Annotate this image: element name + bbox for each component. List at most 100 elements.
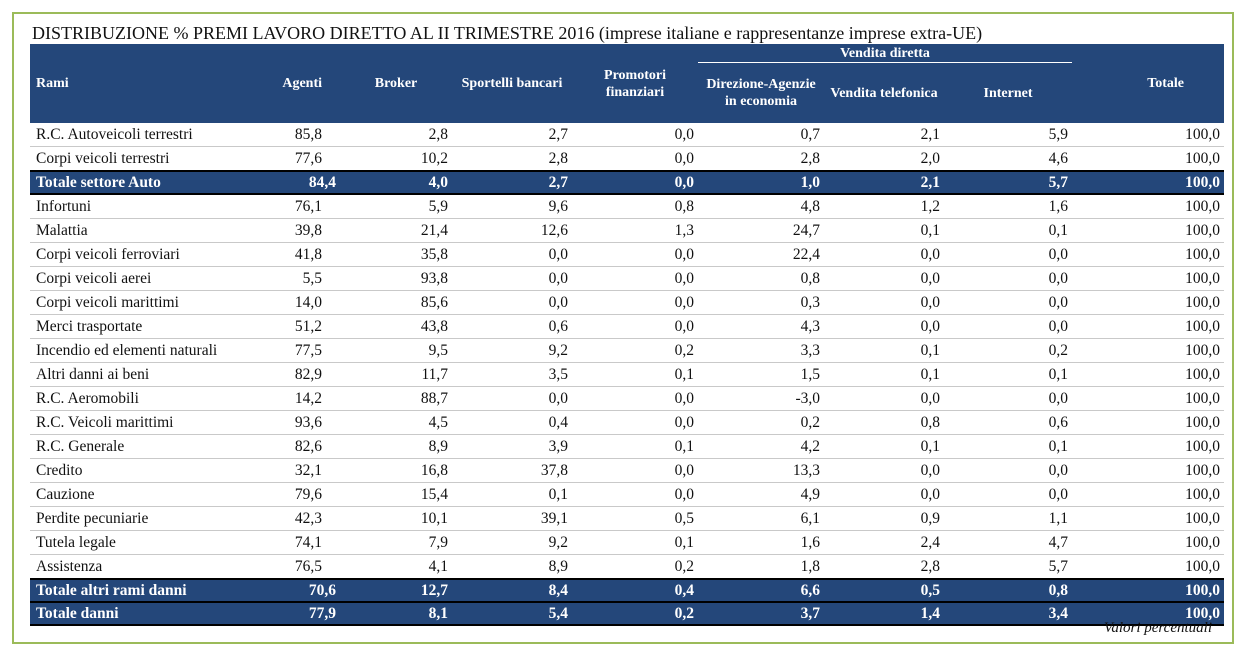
cell-value: 0,2 bbox=[572, 554, 698, 580]
row-label: Infortuni bbox=[30, 194, 250, 219]
row-label: R.C. Aeromobili bbox=[30, 386, 250, 411]
footnote: Valori percentuali bbox=[1103, 620, 1212, 636]
cell-value: 0,7 bbox=[698, 123, 824, 147]
cell-value: 100,0 bbox=[1072, 410, 1225, 435]
cell-value: 85,6 bbox=[340, 290, 452, 315]
cell-value: 0,0 bbox=[944, 386, 1073, 411]
cell-value: 0,8 bbox=[572, 194, 698, 219]
cell-value: 100,0 bbox=[1072, 482, 1225, 507]
table-row: Tutela legale 74,1 7,9 9,2 0,1 1,6 2,4 4,7 100,0 bbox=[30, 530, 1225, 555]
col-header-sportelli: Sportelli bancari bbox=[452, 44, 572, 123]
table-total-row: Totale danni 77,9 8,1 5,4 0,2 3,7 1,4 3,4 100,0 bbox=[30, 601, 1225, 626]
col-header-broker: Broker bbox=[340, 44, 452, 123]
table-frame: DISTRIBUZIONE % PREMI LAVORO DIRETTO AL … bbox=[12, 12, 1234, 644]
cell-value: 1,6 bbox=[944, 194, 1073, 219]
row-label: Cauzione bbox=[30, 482, 250, 507]
cell-value: 1,8 bbox=[698, 554, 824, 580]
cell-value: 2,7 bbox=[452, 170, 572, 195]
cell-value: 100,0 bbox=[1072, 338, 1225, 363]
cell-value: 0,6 bbox=[944, 410, 1073, 435]
cell-value: 0,0 bbox=[452, 266, 572, 291]
cell-value: 0,0 bbox=[572, 290, 698, 315]
cell-value: 0,5 bbox=[572, 506, 698, 531]
cell-value: 4,7 bbox=[944, 530, 1073, 555]
cell-value: 4,3 bbox=[698, 314, 824, 339]
cell-value: 0,0 bbox=[572, 146, 698, 172]
row-label: Totale settore Auto bbox=[30, 170, 250, 195]
row-label: R.C. Generale bbox=[30, 434, 250, 459]
cell-value: 0,0 bbox=[944, 242, 1073, 267]
cell-value: 41,8 bbox=[250, 242, 340, 267]
cell-value: 2,1 bbox=[824, 123, 944, 147]
table-title: DISTRIBUZIONE % PREMI LAVORO DIRETTO AL … bbox=[32, 23, 983, 43]
cell-value: 0,0 bbox=[944, 290, 1073, 315]
cell-value: 3,4 bbox=[944, 601, 1073, 626]
cell-value: 88,7 bbox=[340, 386, 452, 411]
cell-value: 32,1 bbox=[250, 458, 340, 483]
cell-value: 79,6 bbox=[250, 482, 340, 507]
cell-value: 1,6 bbox=[698, 530, 824, 555]
cell-value: 9,6 bbox=[452, 194, 572, 219]
cell-value: 0,0 bbox=[944, 314, 1073, 339]
cell-value: 4,0 bbox=[340, 170, 452, 195]
col-header-vendita-telefonica: Vendita telefonica bbox=[824, 62, 944, 123]
cell-value: 12,6 bbox=[452, 218, 572, 243]
cell-value: 16,8 bbox=[340, 458, 452, 483]
col-header-rami: Rami bbox=[30, 44, 250, 123]
cell-value: 0,0 bbox=[572, 458, 698, 483]
cell-value: 0,0 bbox=[944, 266, 1073, 291]
cell-value: 5,4 bbox=[452, 601, 572, 626]
cell-value: 100,0 bbox=[1072, 458, 1225, 483]
row-label: Incendio ed elementi naturali bbox=[30, 338, 250, 363]
cell-value: 7,9 bbox=[340, 530, 452, 555]
cell-value: 14,0 bbox=[250, 290, 340, 315]
cell-value: 22,4 bbox=[698, 242, 824, 267]
cell-value: 4,5 bbox=[340, 410, 452, 435]
cell-value: 0,0 bbox=[824, 314, 944, 339]
cell-value: 82,6 bbox=[250, 434, 340, 459]
cell-value: 84,4 bbox=[250, 170, 340, 195]
cell-value: 3,7 bbox=[698, 601, 824, 626]
cell-value: 10,2 bbox=[340, 146, 452, 172]
cell-value: 5,7 bbox=[944, 170, 1073, 195]
cell-value: 0,0 bbox=[824, 242, 944, 267]
cell-value: 0,1 bbox=[824, 362, 944, 387]
premi-distribution-table: Rami Agenti Broker Sportelli bancari Pro… bbox=[30, 44, 1225, 626]
cell-value: 85,8 bbox=[250, 123, 340, 147]
table-row: Malattia 39,8 21,4 12,6 1,3 24,7 0,1 0,1 100,0 bbox=[30, 218, 1225, 243]
cell-value: 100,0 bbox=[1072, 434, 1225, 459]
cell-value: 0,0 bbox=[572, 266, 698, 291]
cell-value: 70,6 bbox=[250, 578, 340, 603]
cell-value: 0,8 bbox=[824, 410, 944, 435]
cell-value: 2,7 bbox=[452, 123, 572, 147]
cell-value: 93,6 bbox=[250, 410, 340, 435]
cell-value: 77,9 bbox=[250, 601, 340, 626]
cell-value: 0,5 bbox=[824, 578, 944, 603]
row-label: Altri danni ai beni bbox=[30, 362, 250, 387]
cell-value: 2,8 bbox=[452, 146, 572, 172]
cell-value: 0,0 bbox=[572, 123, 698, 147]
cell-value: 1,2 bbox=[824, 194, 944, 219]
cell-value: 0,0 bbox=[572, 482, 698, 507]
cell-value: 2,1 bbox=[824, 170, 944, 195]
cell-value: 2,0 bbox=[824, 146, 944, 172]
cell-value: 4,2 bbox=[698, 434, 824, 459]
cell-value: 0,1 bbox=[452, 482, 572, 507]
table-row: Infortuni 76,1 5,9 9,6 0,8 4,8 1,2 1,6 100,0 bbox=[30, 194, 1225, 219]
cell-value: 76,1 bbox=[250, 194, 340, 219]
cell-value: 42,3 bbox=[250, 506, 340, 531]
cell-value: 0,2 bbox=[572, 601, 698, 626]
row-label: Totale danni bbox=[30, 601, 250, 626]
cell-value: 4,1 bbox=[340, 554, 452, 580]
col-header-agenti: Agenti bbox=[250, 44, 340, 123]
cell-value: 5,7 bbox=[944, 554, 1073, 580]
cell-value: 8,4 bbox=[452, 578, 572, 603]
cell-value: 0,1 bbox=[572, 434, 698, 459]
table-row: R.C. Veicoli marittimi 93,6 4,5 0,4 0,0 0,2 0,… bbox=[30, 410, 1225, 435]
cell-value: 0,1 bbox=[824, 338, 944, 363]
row-label: Corpi veicoli terrestri bbox=[30, 146, 250, 172]
cell-value: 9,2 bbox=[452, 530, 572, 555]
cell-value: 77,6 bbox=[250, 146, 340, 172]
table-row: Incendio ed elementi naturali 77,5 9,5 9,2 0… bbox=[30, 338, 1225, 363]
cell-value: 0,8 bbox=[698, 266, 824, 291]
